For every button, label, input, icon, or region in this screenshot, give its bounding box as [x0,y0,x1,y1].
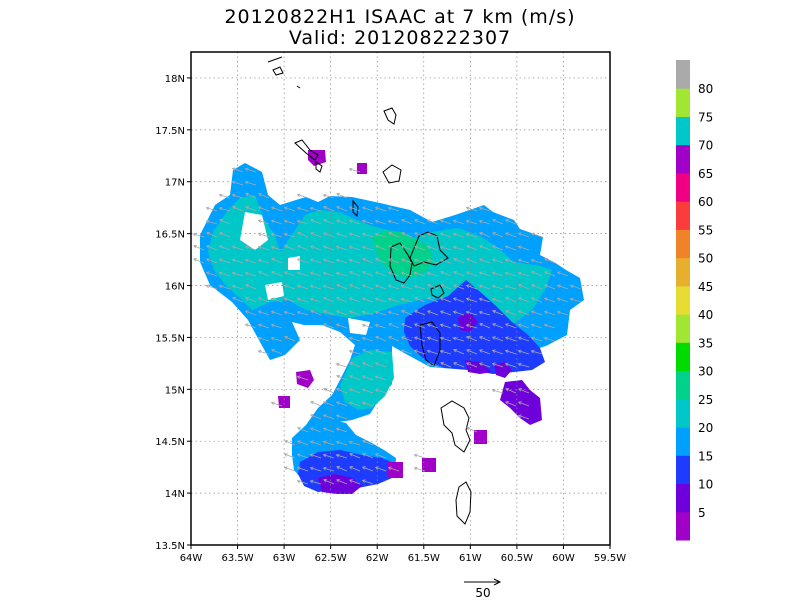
colorbar-tick-label: 40 [698,308,713,322]
colorbar-tick-label: 70 [698,139,713,153]
colorbar-swatch [676,370,690,400]
colorbar-swatch [676,88,690,117]
colorbar-tick-label: 30 [698,365,713,379]
x-tick-label: 61.5W [408,553,440,564]
y-tick-label: 14.5N [155,437,185,448]
colorbar-swatch [676,201,690,230]
wind-speed-field [200,150,584,494]
colorbar: 5 10 15 20 25 30 35 40 45 50 55 60 65 70 75 80 [676,60,713,541]
colorbar-swatch [676,427,690,456]
y-tick-label: 15N [165,385,185,396]
coastline-saint-kitts [294,139,323,173]
map-title-line2: Valid: 201208222307 [288,27,512,49]
x-tick-label: 64W [180,553,203,564]
x-axis-labels: 64W 63.5W 63W 62.5W 62W 61.5W 61W 60.5W 60W 59.5W [180,545,626,564]
colorbar-tick-label: 25 [698,393,713,407]
coastline-marie-galante [430,284,445,299]
y-tick-label: 18N [165,74,185,85]
y-tick-label: 16N [165,282,185,293]
y-tick-label: 13.5N [155,541,185,552]
colorbar-swatch [676,483,690,513]
x-tick-label: 60.5W [501,553,533,564]
colorbar-swatch [676,314,690,343]
colorbar-swatch [676,342,690,372]
colorbar-tick-label: 45 [698,280,713,294]
reference-vector: 50 [464,578,502,600]
coastline-saint-lucia [455,481,472,525]
colorbar-tick-label: 75 [698,110,713,124]
coastlines [267,56,472,525]
colorbar-tick-label: 65 [698,167,713,181]
colorbar-tick-label: 50 [698,252,713,266]
colorbar-swatch [676,511,690,541]
y-axis-labels: 13.5N 14N 14.5N 15N 15.5N 16N 16.5N 17N 17.5N 18N [155,74,191,552]
colorbar-swatch [676,116,690,146]
colorbar-tick-label: 5 [698,506,706,520]
reference-vector-label: 50 [475,586,490,600]
y-tick-label: 15.5N [155,333,185,344]
colorbar-swatch [676,285,690,315]
wind-vectors [192,167,582,485]
x-tick-label: 59.5W [594,553,626,564]
colorbar-swatch [676,60,690,89]
x-tick-label: 60W [552,553,575,564]
coastline-dominica [419,321,441,367]
x-tick-label: 63W [273,553,296,564]
x-tick-label: 62W [366,553,389,564]
colorbar-tick-label: 60 [698,195,713,209]
colorbar-tick-label: 10 [698,478,713,492]
colorbar-swatch [676,455,690,485]
coastline-barbuda [383,107,397,125]
map-title-line1: 20120822H1 ISAAC at 7 km (m/s) [224,6,576,28]
colorbar-tick-label: 80 [698,82,713,96]
colorbar-swatch [676,144,690,174]
x-tick-label: 61W [459,553,482,564]
x-tick-label: 62.5W [315,553,347,564]
colorbar-swatch [676,398,690,428]
colorbar-swatch [676,172,690,202]
colorbar-swatch [676,229,690,259]
coastline-anguilla [267,56,284,76]
x-tick-label: 63.5W [221,553,253,564]
colorbar-tick-label: 20 [698,421,713,435]
y-tick-label: 17.5N [155,126,185,137]
colorbar-tick-label: 15 [698,449,713,463]
coastline-antigua [382,164,402,184]
y-tick-label: 14N [165,489,185,500]
colorbar-tick-label: 35 [698,336,713,350]
map-grid [191,52,610,545]
coastline-martinique [440,400,471,453]
colorbar-tick-label: 55 [698,223,713,237]
y-tick-label: 16.5N [155,230,185,241]
plot-frame [190,51,611,546]
coastline-saint-barthelemy [296,85,301,89]
colorbar-swatch [676,257,690,287]
y-tick-label: 17N [165,178,185,189]
